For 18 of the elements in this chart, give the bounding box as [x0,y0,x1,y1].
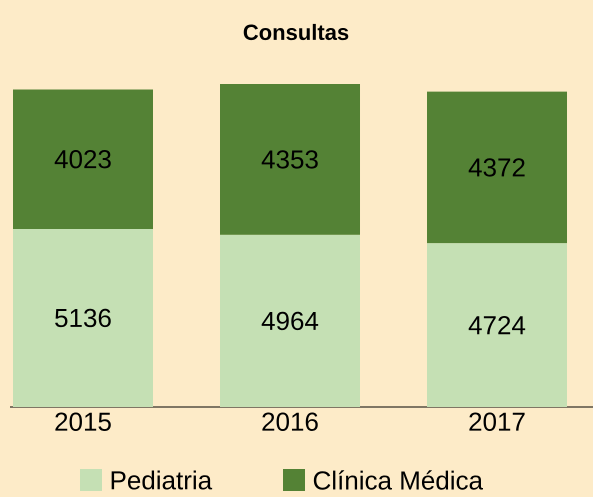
x-tick-label: 2017 [469,412,525,431]
legend-label: Clínica Médica [314,470,483,490]
chart-title: Consultas [244,24,348,40]
data-label: 4724 [468,316,526,334]
data-label: 4372 [468,158,525,177]
data-label: 4353 [262,150,318,169]
x-tick-label: 2015 [55,412,111,431]
bar [427,92,568,244]
data-label: 4023 [54,150,111,168]
legend-label: Pediatria [112,470,212,490]
data-label: 4964 [262,312,318,330]
data-label: 5136 [55,308,111,328]
x-tick-label: 2016 [262,412,318,431]
bar [220,84,360,235]
bar [427,243,568,407]
bar [220,234,360,407]
bar [13,89,154,229]
bar [13,228,154,407]
